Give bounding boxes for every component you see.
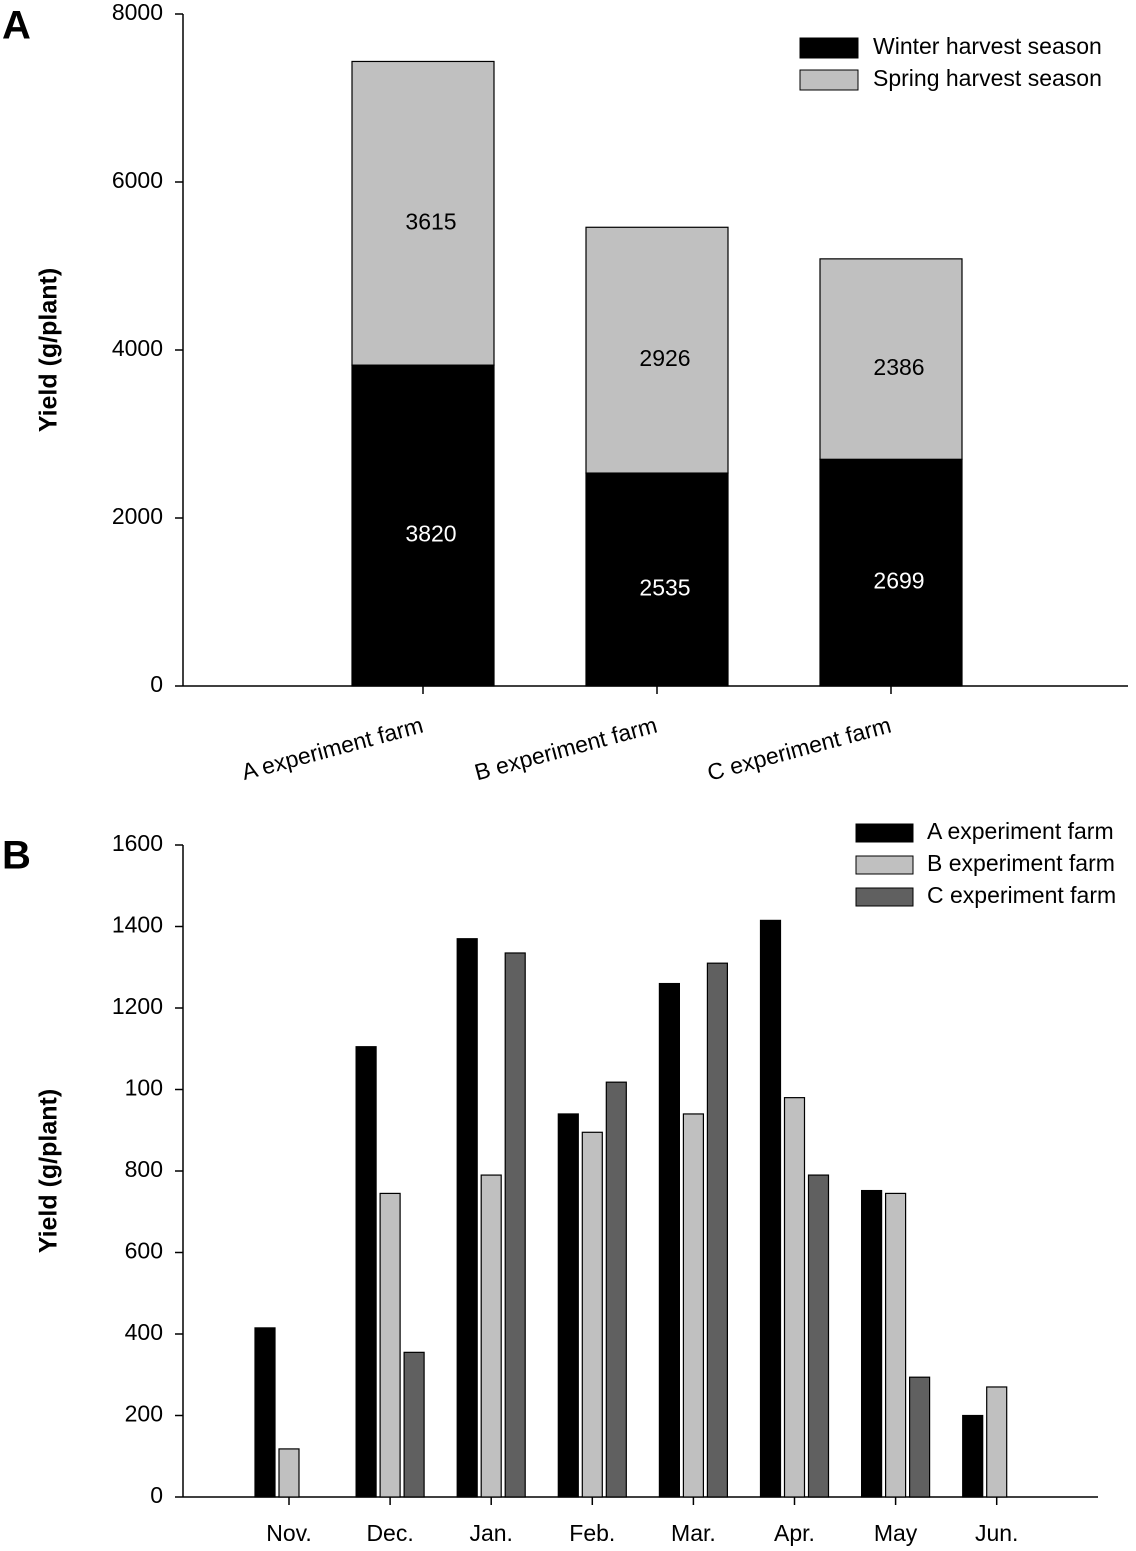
y-tick-label: 100 xyxy=(125,1075,163,1101)
y-tick-label: 600 xyxy=(125,1238,163,1264)
bar xyxy=(819,458,963,687)
x-tick-label: Nov. xyxy=(266,1520,312,1546)
bar xyxy=(278,1448,300,1498)
bar xyxy=(706,962,729,1498)
y-tick-label: 0 xyxy=(150,671,163,697)
bar xyxy=(504,952,526,1498)
bar xyxy=(585,226,729,474)
bar xyxy=(379,1192,401,1498)
data-label: 3615 xyxy=(405,208,456,234)
bar xyxy=(807,1174,830,1498)
data-label: 2386 xyxy=(873,354,924,380)
bar xyxy=(860,1189,883,1498)
bar xyxy=(605,1081,627,1498)
bar xyxy=(456,938,478,1498)
y-tick-label: 1200 xyxy=(112,993,163,1019)
data-label: 3820 xyxy=(405,521,456,547)
x-tick-label: May xyxy=(874,1520,918,1546)
bar xyxy=(351,364,495,687)
y-tick-label: 1600 xyxy=(112,830,163,856)
x-tick-label: C experiment farm xyxy=(704,712,893,786)
bar xyxy=(908,1376,931,1498)
bar xyxy=(585,472,729,687)
x-tick-label: Dec. xyxy=(366,1520,413,1546)
x-tick-label: Mar. xyxy=(671,1520,716,1546)
panel-label: A xyxy=(2,4,31,48)
x-tick-label: B experiment farm xyxy=(472,712,660,786)
x-tick-label: Feb. xyxy=(569,1520,615,1546)
y-tick-label: 8000 xyxy=(112,0,163,25)
x-tick-label: Apr. xyxy=(774,1520,815,1546)
data-label: 2699 xyxy=(873,568,924,594)
bar xyxy=(480,1174,502,1498)
x-tick-label: A experiment farm xyxy=(239,712,426,785)
y-tick-label: 2000 xyxy=(112,503,163,529)
y-tick-label: 0 xyxy=(150,1482,163,1508)
bar xyxy=(355,1046,377,1498)
bar xyxy=(351,60,495,366)
x-tick-label: Jan. xyxy=(469,1520,512,1546)
y-tick-label: 6000 xyxy=(112,167,163,193)
panel-label: B xyxy=(2,834,31,878)
legend-swatch xyxy=(855,855,914,875)
legend-swatch xyxy=(855,887,914,907)
y-axis-label: Yield (g/plant) xyxy=(35,1089,63,1253)
bar xyxy=(962,1414,984,1498)
bar xyxy=(759,919,782,1498)
bar xyxy=(581,1131,603,1498)
data-label: 2535 xyxy=(639,575,690,601)
bar xyxy=(783,1097,806,1498)
y-tick-label: 400 xyxy=(125,1319,163,1345)
bar xyxy=(658,982,681,1498)
y-tick-label: 4000 xyxy=(112,335,163,361)
legend-swatch xyxy=(799,37,859,59)
legend-label: Winter harvest season xyxy=(873,33,1102,59)
y-tick-label: 200 xyxy=(125,1401,163,1427)
legend-label: B experiment farm xyxy=(927,850,1115,876)
bar xyxy=(403,1351,425,1498)
legend-swatch xyxy=(799,69,859,91)
bar xyxy=(682,1113,705,1498)
y-tick-label: 1400 xyxy=(112,912,163,938)
bar xyxy=(986,1386,1008,1498)
legend-label: Spring harvest season xyxy=(873,65,1102,91)
bar xyxy=(819,258,963,460)
legend-label: C experiment farm xyxy=(927,882,1116,908)
data-label: 2926 xyxy=(639,345,690,371)
bar xyxy=(254,1327,276,1498)
x-tick-label: Jun. xyxy=(975,1520,1018,1546)
y-tick-label: 800 xyxy=(125,1156,163,1182)
y-axis-label: Yield (g/plant) xyxy=(35,268,63,432)
legend-swatch xyxy=(855,823,914,843)
bar xyxy=(884,1192,907,1498)
legend-label: A experiment farm xyxy=(927,818,1114,844)
bar xyxy=(557,1113,579,1498)
